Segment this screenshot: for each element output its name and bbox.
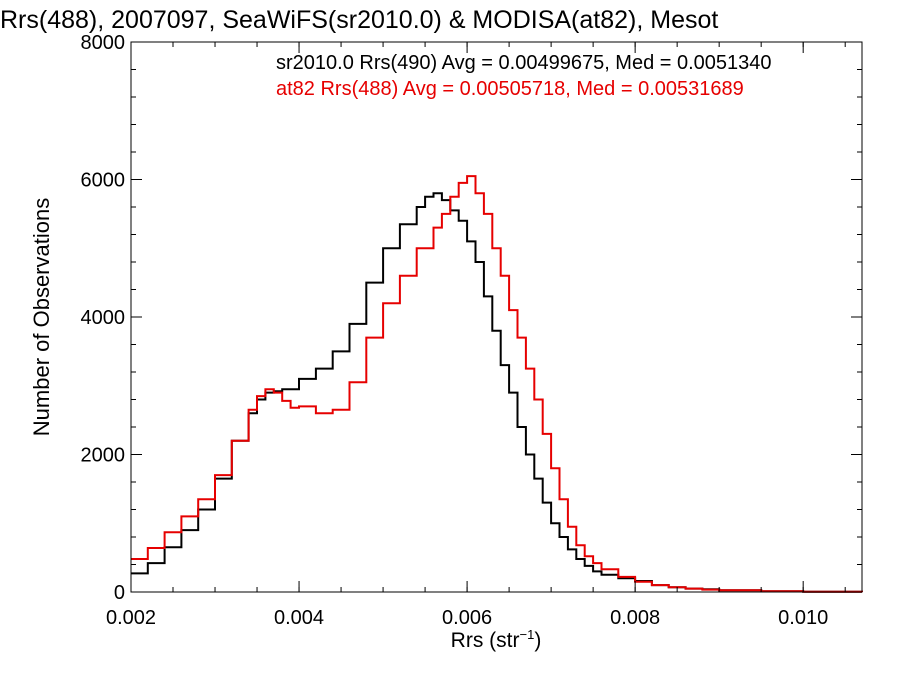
y-tick-label: 6000 <box>81 170 126 192</box>
y-tick-label: 8000 <box>81 32 126 54</box>
legend-entry-sr2010: sr2010.0 Rrs(490) Avg = 0.00499675, Med … <box>276 52 772 74</box>
y-axis-label: Number of Observations <box>29 198 54 436</box>
x-axis-label: Rrs (str−1) <box>451 627 542 652</box>
x-tick-label: 0.010 <box>778 607 828 629</box>
x-axis-label-main: Rrs (str <box>451 629 520 652</box>
legend-entry-at82: at82 Rrs(488) Avg = 0.00505718, Med = 0.… <box>276 78 744 100</box>
x-tick-label: 0.008 <box>610 607 660 629</box>
x-tick-label: 0.006 <box>442 607 492 629</box>
ticks-layer: 0.002 0.004 0.006 0.008 0.010 0 2000 4000 6000 80… <box>81 32 862 629</box>
series-layer <box>131 175 863 593</box>
x-tick-label: 0.002 <box>106 607 156 629</box>
series-line-at82 <box>131 175 863 593</box>
y-tick-label: 0 <box>114 582 125 604</box>
chart-title: Rrs(488), 2007097, SeaWiFS(sr2010.0) & M… <box>0 6 718 34</box>
x-axis-label-sup: −1 <box>520 627 535 642</box>
y-tick-label: 2000 <box>81 445 126 467</box>
x-axis-label-end: ) <box>534 629 541 652</box>
y-tick-label: 4000 <box>81 307 126 329</box>
x-tick-label: 0.004 <box>274 607 324 629</box>
legend: sr2010.0 Rrs(490) Avg = 0.00499675, Med … <box>276 52 772 100</box>
